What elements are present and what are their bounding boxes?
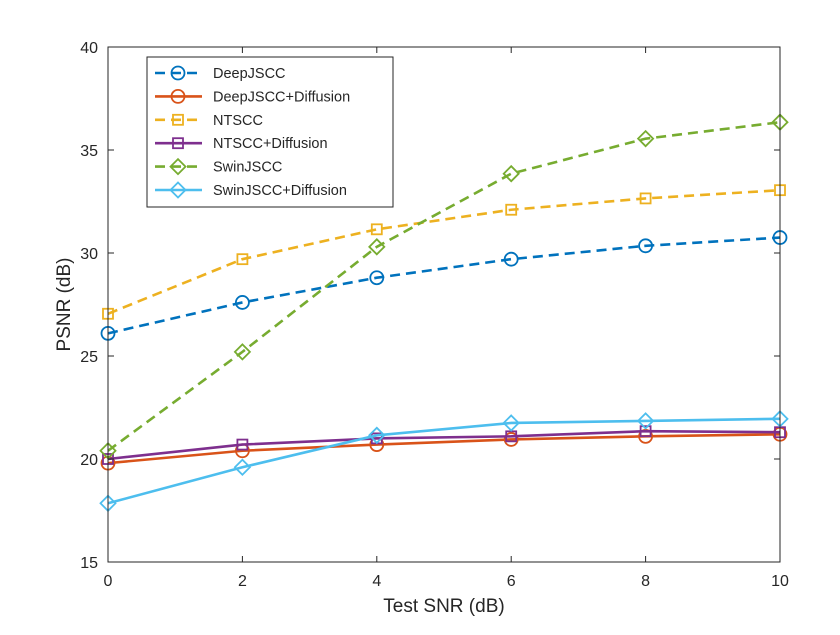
series-line-swinjscc-diffusion <box>107 417 781 505</box>
data-point-swinjscc-diffusion-3 <box>502 414 520 432</box>
legend-box <box>146 56 394 208</box>
legend: DeepJSCC DeepJSCC+Diffusion NTSCC NTSCC+Dif… <box>146 56 394 208</box>
axes-layer: 0 2 4 6 8 10 15 20 25 30 35 40 Test SNR (dB) PSNR (dB… <box>54 40 789 617</box>
legend-entry-ntscc: NTSCC <box>155 113 263 129</box>
legend-entry-swinjscc-diffusion: SwinJSCC+Diffusion <box>155 181 347 199</box>
series-layer <box>99 113 789 513</box>
legend-marker-deepjscc <box>170 65 186 81</box>
data-point-deepjscc-2 <box>369 270 385 286</box>
legend-marker-swinjscc <box>169 157 187 176</box>
data-point-ntscc-3 <box>505 203 518 216</box>
legend-label-swinjscc: SwinJSCC <box>213 160 282 176</box>
series-line-deepjscc-diffusion <box>107 432 781 465</box>
series-line-deepjscc <box>107 236 781 335</box>
y-tick-label: 15 <box>80 555 98 572</box>
x-tick-label: 4 <box>372 573 381 590</box>
legend-marker-ntscc <box>172 113 184 126</box>
data-point-swinjscc-4 <box>636 129 655 148</box>
data-point-swinjscc-diffusion-4 <box>636 412 655 430</box>
data-point-ntscc-4 <box>639 192 652 205</box>
series-line-ntscc <box>107 188 781 315</box>
data-point-swinjscc-3 <box>502 164 520 183</box>
legend-label-ntscc-diffusion: NTSCC+Diffusion <box>213 136 328 152</box>
x-tick-label: 2 <box>238 573 247 590</box>
legend-entry-deepjscc-diffusion: DeepJSCC+Diffusion <box>155 89 350 105</box>
data-point-deepjscc-3 <box>503 251 519 267</box>
legend-entry-ntscc-diffusion: NTSCC+Diffusion <box>155 136 328 152</box>
legend-label-ntscc: NTSCC <box>213 113 263 129</box>
x-tick-label: 8 <box>641 573 650 590</box>
data-point-deepjscc-diffusion-3 <box>503 432 519 447</box>
data-point-ntscc-diffusion-1 <box>236 438 249 451</box>
y-tick-label: 35 <box>80 143 98 160</box>
legend-marker-ntscc-diffusion <box>172 137 184 150</box>
y-tick-label: 40 <box>80 40 98 57</box>
x-axis-label: Test SNR (dB) <box>383 596 504 617</box>
legend-label-deepjscc-diffusion: DeepJSCC+Diffusion <box>213 89 350 105</box>
x-tick-label: 6 <box>507 573 516 590</box>
data-point-deepjscc-1 <box>234 295 250 310</box>
data-point-swinjscc-diffusion-1 <box>233 458 252 477</box>
y-tick-label: 25 <box>80 349 98 366</box>
data-point-deepjscc-diffusion-4 <box>638 428 653 444</box>
y-axis-label: PSNR (dB) <box>54 258 75 352</box>
legend-marker-swinjscc-diffusion <box>169 181 187 199</box>
y-tick-label: 20 <box>80 452 98 469</box>
legend-label-deepjscc: DeepJSCC <box>213 66 286 82</box>
data-point-ntscc-1 <box>236 253 249 266</box>
data-point-swinjscc-2 <box>368 238 386 256</box>
legend-marker-deepjscc-diffusion <box>170 89 186 104</box>
y-tick-label: 30 <box>80 246 98 263</box>
axes-box <box>107 46 781 563</box>
data-point-ntscc-diffusion-4 <box>639 425 652 438</box>
data-point-deepjscc-4 <box>638 238 653 254</box>
data-point-ntscc-2 <box>370 223 383 236</box>
series-line-ntscc-diffusion <box>107 429 781 461</box>
legend-entry-swinjscc: SwinJSCC <box>155 157 282 176</box>
legend-entry-deepjscc: DeepJSCC <box>155 65 286 82</box>
data-point-swinjscc-1 <box>233 343 252 361</box>
x-tick-label: 10 <box>771 573 789 590</box>
x-tick-label: 0 <box>104 573 113 590</box>
legend-label-swinjscc-diffusion: SwinJSCC+Diffusion <box>213 183 347 199</box>
data-point-swinjscc-diffusion-2 <box>368 426 386 445</box>
